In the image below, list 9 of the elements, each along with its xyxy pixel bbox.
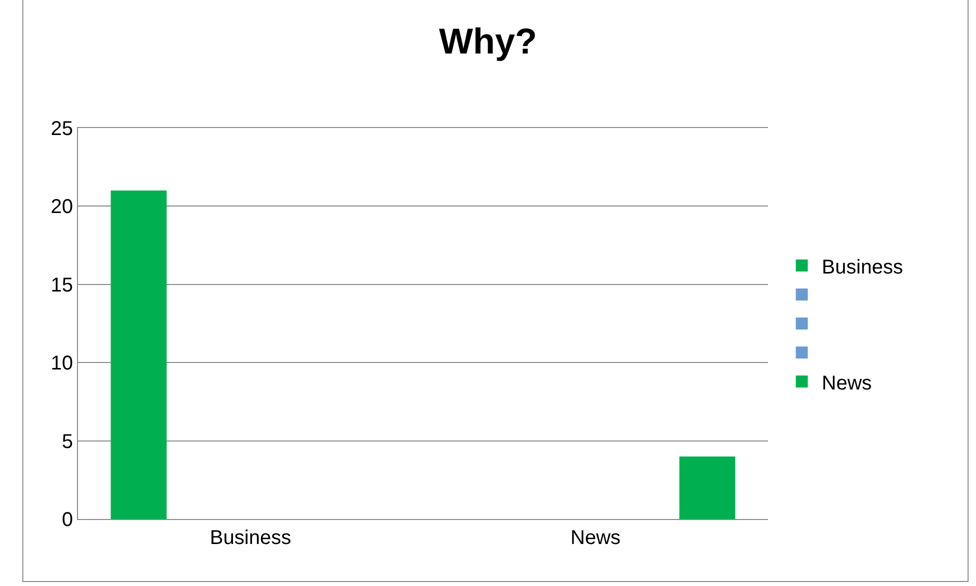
y-tick-label: 20 (50, 196, 73, 218)
legend-label: Business (822, 256, 903, 278)
y-tick-label: 10 (50, 352, 73, 375)
y-tick-label: 0 (62, 509, 73, 531)
legend-label: News (822, 372, 872, 394)
chart-title: Why? (439, 20, 537, 62)
y-tick-label: 15 (50, 274, 73, 296)
y-tick-label: 25 (50, 118, 73, 140)
y-tick-label: 5 (62, 430, 73, 453)
